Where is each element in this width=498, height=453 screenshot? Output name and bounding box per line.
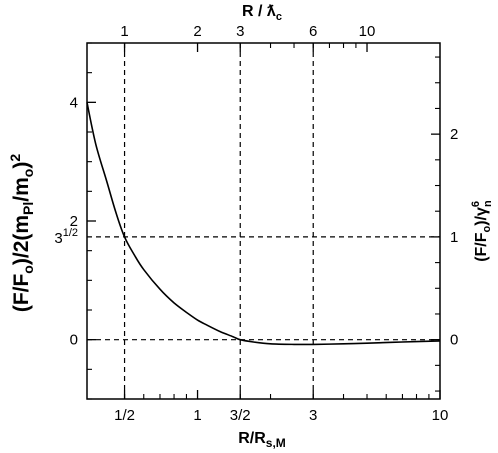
right-tick-label: 2 — [450, 126, 458, 143]
top-tick-label: 10 — [359, 23, 376, 40]
top-tick-label: 6 — [309, 23, 317, 40]
right-axis-title: (F/Fo)/γ6n — [470, 200, 494, 262]
right-tick-label: 1 — [450, 229, 458, 246]
top-axis-title-sub: c — [276, 11, 282, 23]
top-tick-label: 1 — [120, 23, 128, 40]
series-line — [86, 102, 441, 346]
tick-labels: 1/2 1 3/2 3 10 1 2 3 6 10 0 2 4 31/2 0 1 2 — [54, 23, 458, 424]
top-tick-label: 3 — [236, 23, 244, 40]
axis-ticks — [87, 42, 441, 400]
bottom-tick-label: 3/2 — [230, 407, 251, 424]
bottom-axis-title-sub: s,M — [266, 436, 286, 450]
plot-frame — [86, 42, 441, 400]
left-tick-label: 0 — [70, 332, 78, 349]
bottom-tick-label: 1 — [193, 407, 201, 424]
left-special-tick-label: 31/2 — [54, 227, 78, 247]
right-tick-label: 0 — [450, 332, 458, 349]
bottom-tick-label: 3 — [309, 407, 317, 424]
left-tick-label: 2 — [70, 213, 78, 230]
left-axis-title: (F/Fo)/2(mPl/mo)2 — [7, 154, 36, 313]
bottom-tick-label: 1/2 — [114, 407, 135, 424]
top-axis-title: R / ƛc — [242, 3, 282, 23]
left-tick-label: 4 — [70, 94, 78, 111]
bottom-axis-title: R/Rs,M — [238, 430, 286, 450]
top-tick-label: 2 — [193, 23, 201, 40]
bottom-tick-label: 10 — [432, 407, 449, 424]
reference-lines — [87, 43, 440, 399]
